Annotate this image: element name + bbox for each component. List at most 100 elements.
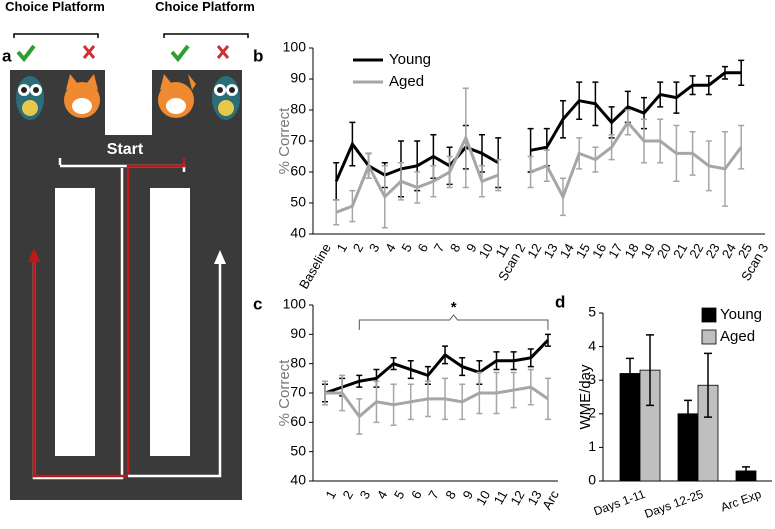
error-bar (704, 352, 712, 418)
start-label: Start (107, 141, 144, 158)
panel-letter: d (555, 292, 565, 311)
x-tick-label: 3 (366, 241, 383, 255)
owl-icon (212, 76, 240, 120)
y-axis-label: % Correct (276, 107, 293, 175)
error-bar (322, 380, 328, 406)
panel-letter: b (253, 46, 263, 65)
y-tick-label: 40 (290, 225, 306, 241)
legend-label: Aged (389, 73, 424, 90)
error-bar (430, 165, 437, 198)
error-bar (493, 351, 500, 371)
error-bar (446, 155, 453, 189)
x-tick-label: 4 (374, 488, 391, 502)
error-bar (592, 146, 599, 173)
error-bar (398, 161, 404, 201)
cat-icon (158, 74, 196, 118)
x-tick-label: 25 (735, 241, 755, 261)
x-tick-label: 2 (350, 241, 367, 255)
owl-icon (16, 76, 44, 120)
y-tick-label: 80 (290, 101, 306, 117)
legend-swatch (701, 307, 717, 323)
error-bar (442, 345, 449, 365)
platform-label-text: Choice Platform (155, 0, 255, 14)
legend-label: Young (720, 306, 762, 323)
error-bar (543, 149, 550, 183)
error-bar (510, 351, 517, 371)
check-icon (16, 44, 36, 63)
error-bar (576, 81, 583, 121)
y-tick-label: 1 (588, 438, 596, 454)
series-line (335, 119, 743, 214)
error-bar (646, 334, 654, 407)
y-tick-label: 90 (290, 325, 306, 341)
arrow-head (214, 250, 226, 264)
error-bar (495, 158, 502, 192)
x-tick-label: 12 (524, 241, 544, 261)
x-icon (82, 45, 96, 59)
x-tick-label: 8 (442, 488, 459, 502)
y-tick-label: 80 (290, 354, 306, 370)
x-tick-label: 14 (557, 241, 577, 261)
error-bar (407, 359, 414, 380)
y-tick-label: 60 (290, 163, 306, 179)
y-tick-label: 50 (290, 194, 306, 210)
error-bar (349, 121, 356, 167)
panel-a: a Choice Platform Choice Platform Start (2, 0, 255, 500)
error-bar (560, 177, 566, 217)
error-bar (673, 81, 680, 114)
x-tick-label: 16 (589, 241, 609, 261)
platform-label: Choice Platform (5, 0, 105, 14)
error-bar (390, 357, 397, 371)
error-bar (365, 152, 372, 179)
y-tick-label: 60 (290, 413, 306, 429)
legend-label: Young (389, 51, 431, 68)
error-bar (407, 383, 414, 421)
error-bar (705, 75, 712, 96)
error-bar (592, 81, 599, 127)
x-tick-label: 19 (638, 241, 658, 261)
x-tick-label: 20 (654, 241, 674, 261)
y-tick-label: 100 (283, 296, 307, 312)
series-line (324, 339, 550, 395)
x-tick-label: Days 12-25 (643, 487, 706, 521)
x-tick-label: 7 (431, 241, 448, 255)
x-tick-label: 2 (339, 488, 356, 502)
error-bar (442, 377, 449, 421)
error-bar (544, 377, 551, 421)
y-tick-label: 40 (290, 472, 306, 488)
error-bar (459, 383, 466, 421)
legend-label: Aged (720, 328, 755, 345)
maze (10, 70, 242, 500)
x-tick-label: 10 (473, 488, 493, 508)
error-bar (510, 371, 517, 409)
error-bar (527, 348, 534, 368)
error-bar (641, 118, 647, 164)
x-tick-label: 12 (507, 488, 527, 508)
x-tick-label: 11 (492, 241, 512, 260)
error-bar (544, 333, 551, 347)
x-tick-label: 22 (686, 241, 706, 261)
x-tick-label: 3 (357, 488, 374, 502)
y-tick-label: 70 (290, 384, 306, 400)
x-tick-label: 15 (573, 241, 593, 261)
x-tick-label: 24 (719, 241, 739, 261)
x-tick-label: 13 (540, 241, 560, 261)
error-bar (356, 398, 363, 435)
error-bar (742, 466, 750, 476)
x-tick-label: Arc Exp (719, 487, 764, 515)
significance-bracket (358, 314, 549, 330)
error-bar (657, 81, 664, 108)
legend-swatch (701, 329, 717, 345)
error-bar (333, 199, 340, 226)
error-bar (373, 380, 380, 424)
error-bar (349, 189, 356, 223)
x-tick-label: 8 (447, 241, 464, 255)
maze-wall (150, 188, 190, 456)
x-tick-label: 6 (408, 488, 425, 502)
y-tick-label: 3 (588, 371, 596, 387)
x-tick-label: 1 (322, 488, 339, 502)
bracket (13, 33, 249, 38)
y-axis-label: % Correct (276, 359, 293, 427)
error-bar (333, 161, 340, 201)
